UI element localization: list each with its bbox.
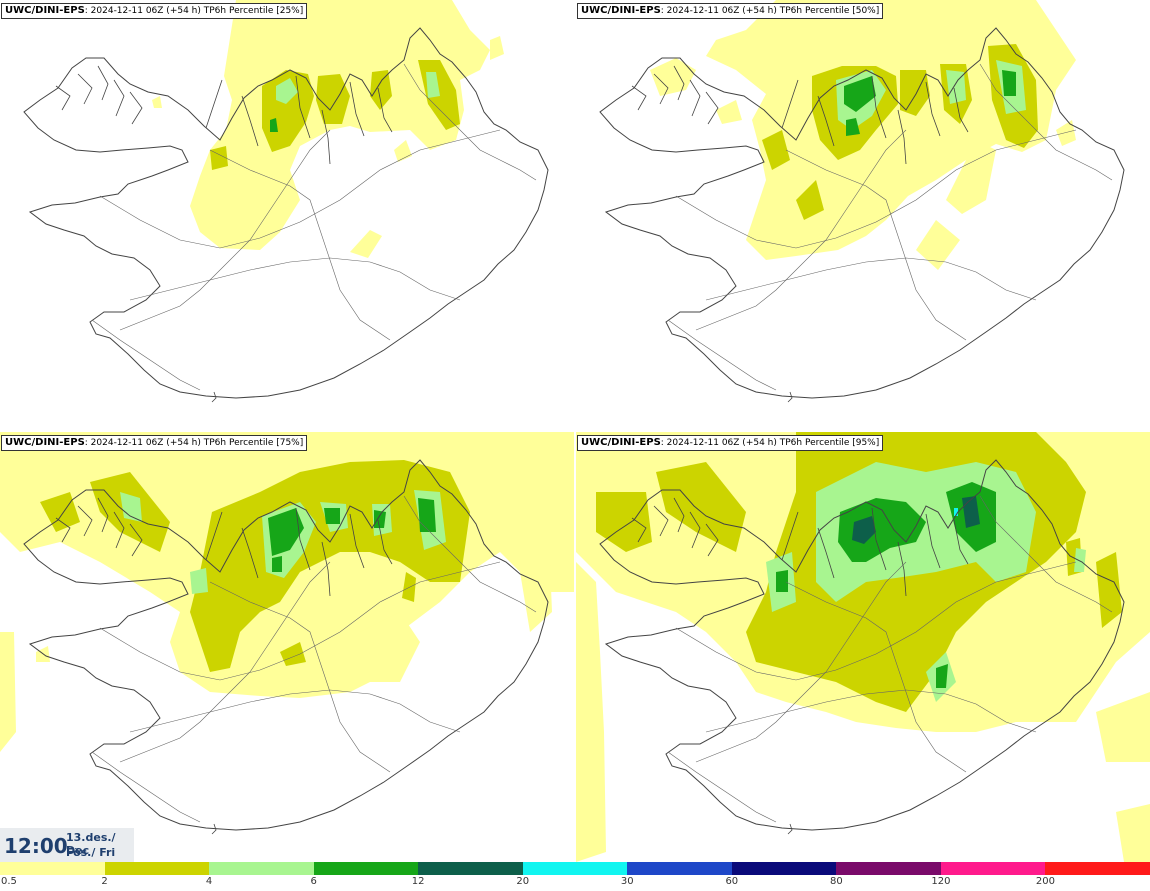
- precip-area-mid: [280, 642, 306, 666]
- precip-area-peak: [1002, 70, 1016, 96]
- valid-weekday: Fös./ Fri: [66, 846, 116, 859]
- precip-area-mid: [370, 70, 392, 110]
- precip-area-peak: [418, 498, 436, 532]
- colorbar-tick-label: 20: [516, 876, 530, 887]
- colorbar-swatch: [522, 862, 628, 875]
- precip-area-peak: [838, 498, 926, 562]
- precip-area-mid: [656, 462, 746, 552]
- precip-area-peak: [268, 508, 304, 556]
- colorbar-swatch: [940, 862, 1046, 875]
- colorbar-tick-label: 80: [829, 876, 843, 887]
- colorbar-swatch: [627, 862, 732, 875]
- precip-area-mid: [210, 146, 228, 170]
- map-panel-25: UWC/DINI-EPS: 2024-12-11 06Z (+54 h) TP6…: [0, 0, 574, 430]
- precip-area-mid: [1096, 552, 1122, 628]
- precip-area-peak: [844, 76, 876, 112]
- precip-area-peak: [936, 664, 948, 688]
- precip-area-light: [152, 96, 162, 108]
- panel-title: UWC/DINI-EPS: 2024-12-11 06Z (+54 h) TP6…: [577, 435, 884, 451]
- map-panel-50: UWC/DINI-EPS: 2024-12-11 06Z (+54 h) TP6…: [576, 0, 1150, 430]
- colorbar-tick-label: 12: [411, 876, 425, 887]
- precip-area-light: [490, 36, 504, 60]
- colorbar-swatch: [1045, 862, 1150, 875]
- panel-title: UWC/DINI-EPS: 2024-12-11 06Z (+54 h) TP6…: [577, 3, 884, 19]
- precip-area-light: [706, 0, 1076, 260]
- colorbar-swatch: [104, 862, 210, 875]
- precip-area-peak: [270, 118, 278, 132]
- colorbar-swatch: [209, 862, 314, 875]
- panel-title: UWC/DINI-EPS: 2024-12-11 06Z (+54 h) TP6…: [1, 3, 308, 19]
- precip-map-25: [23, 0, 549, 403]
- precip-area-peak: [776, 570, 788, 592]
- precip-area-light: [0, 632, 16, 752]
- colorbar-swatch: [731, 862, 837, 875]
- precip-area-mid: [316, 74, 350, 124]
- colorbar-tick-label: 60: [725, 876, 739, 887]
- precip-area-high: [946, 70, 966, 104]
- map-panel-95: UWC/DINI-EPS: 2024-12-11 06Z (+54 h) TP6…: [576, 432, 1150, 862]
- precip-area-high: [276, 78, 298, 104]
- precip-area-light: [190, 0, 490, 250]
- colorbar-tick-label: 200: [1035, 876, 1055, 887]
- colorbar-tick-label: 2: [101, 876, 108, 887]
- precip-area-peak: [846, 118, 860, 136]
- precip-area-mid: [796, 180, 824, 220]
- colorbar-swatch: [836, 862, 941, 875]
- precip-area-peak: [374, 510, 386, 528]
- colorbar-swatch: [418, 862, 523, 875]
- precip-map-75: [0, 432, 574, 835]
- panel-title: UWC/DINI-EPS: 2024-12-11 06Z (+54 h) TP6…: [1, 435, 308, 451]
- precip-area-light: [520, 562, 552, 632]
- panel-divider: [0, 430, 1150, 432]
- precip-area-light: [1116, 804, 1150, 862]
- map-panel-75: UWC/DINI-EPS: 2024-12-11 06Z (+54 h) TP6…: [0, 432, 574, 862]
- colorbar-tick-label: 30: [620, 876, 634, 887]
- precip-area-high: [120, 492, 142, 522]
- colorbar-tick-label: 4: [205, 876, 213, 887]
- precip-area-high: [190, 568, 208, 594]
- precip-area-peak: [272, 556, 282, 572]
- colorbar-swatches: [0, 862, 1150, 875]
- precip-colorbar: 0.5 2 4 6 12 20 30 60 80 120 200: [0, 862, 1150, 891]
- colorbar-swatch: [313, 862, 419, 875]
- precip-area-light: [946, 140, 996, 214]
- precip-map-50: [599, 0, 1125, 403]
- colorbar-tick-label: 6: [310, 876, 317, 887]
- precip-area-light: [650, 58, 696, 96]
- colorbar-tick-label: 120: [931, 876, 951, 887]
- precip-area-mid: [762, 130, 790, 170]
- precip-area-high: [1074, 548, 1086, 572]
- precip-map-95: [576, 432, 1150, 862]
- valid-date: 13.des./ Dec: [66, 831, 116, 857]
- precip-area-light: [360, 612, 420, 682]
- precip-area-light: [1096, 692, 1150, 762]
- precip-area-light: [1056, 120, 1076, 146]
- precip-area-high: [426, 72, 440, 98]
- precip-area-mid: [402, 572, 416, 602]
- colorbar-swatch: [0, 862, 105, 875]
- precip-area-very-high: [852, 516, 876, 544]
- colorbar-tick-label: 0.5: [1, 876, 17, 887]
- precip-area-light: [350, 230, 382, 258]
- precip-area-mid: [190, 460, 470, 672]
- precip-area-light: [916, 220, 960, 270]
- valid-time-clock: 12:00: [4, 834, 68, 858]
- valid-time-box: 12:00 13.des./ Dec Fös./ Fri: [0, 828, 134, 862]
- precip-area-light: [576, 562, 606, 862]
- precip-area-light: [716, 100, 742, 124]
- precip-area-peak: [324, 508, 340, 524]
